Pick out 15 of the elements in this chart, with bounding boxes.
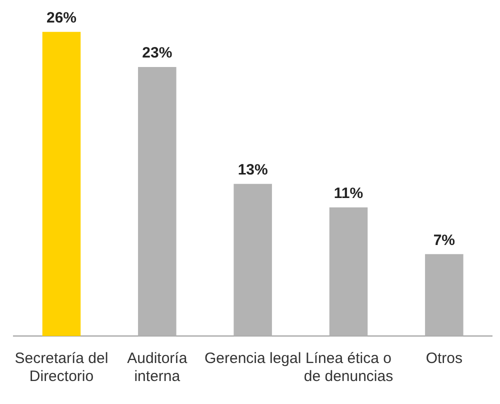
bar	[234, 184, 272, 336]
x-tick-label: Secretaría del Directorio	[14, 350, 108, 386]
data-label: 23%	[142, 44, 172, 62]
bar	[425, 254, 464, 336]
bar	[42, 32, 81, 336]
x-tick-label: Gerencia legal	[204, 350, 302, 368]
x-tick-label: Otros	[426, 350, 463, 368]
x-tick-label: Línea ética o de denuncias	[304, 350, 394, 386]
bar	[138, 66, 176, 336]
data-label: 13%	[238, 162, 268, 179]
bar	[329, 207, 368, 336]
data-label: 26%	[46, 9, 77, 26]
data-label: 7%	[433, 232, 456, 249]
x-tick-label: Auditoría interna	[127, 350, 188, 386]
data-label: 11%	[334, 184, 364, 202]
